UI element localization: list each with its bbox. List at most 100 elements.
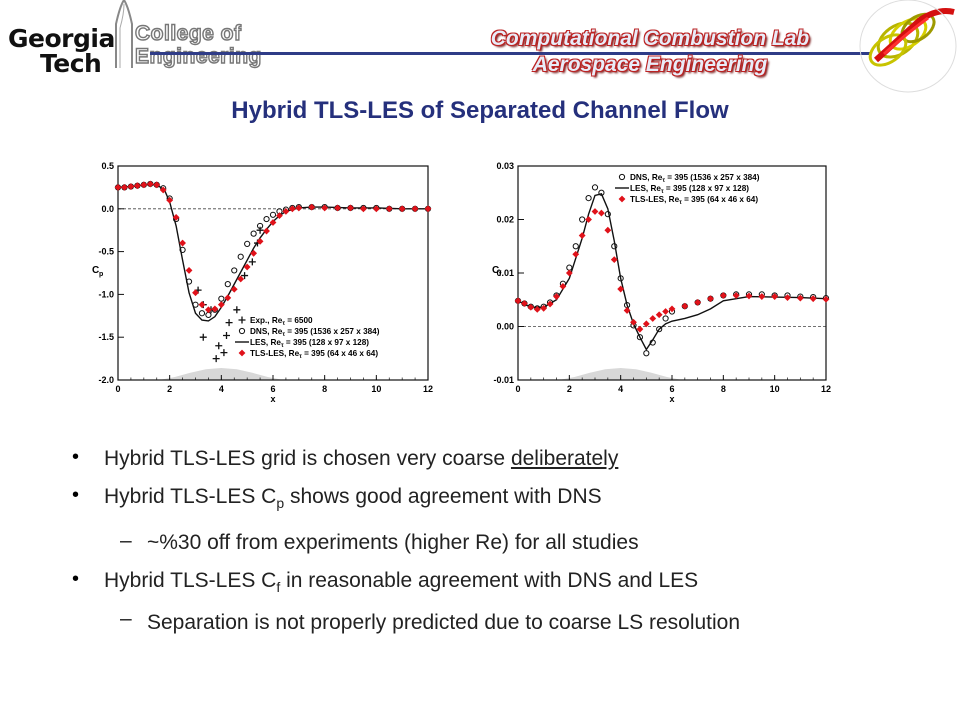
y-axis-label: C — [492, 265, 499, 276]
exp-point — [223, 331, 230, 339]
dns-point — [256, 222, 264, 230]
x-tick-label: 0 — [115, 384, 120, 394]
tls-les-point — [230, 285, 238, 293]
tls-les-point — [771, 293, 779, 300]
legend-entry: Exp., Reτ = 6500 — [250, 316, 313, 327]
tls-les-point — [263, 227, 270, 235]
department-name: Aerospace Engineering — [532, 53, 768, 76]
dns-point — [585, 195, 592, 202]
y-tick-label: 0.00 — [496, 322, 514, 332]
bullet-dot: • — [72, 484, 80, 506]
sub-bullet-separation: Separation is not properly predicted due… — [147, 611, 741, 634]
exp-point — [199, 333, 207, 341]
x-tick-label: 6 — [270, 384, 275, 394]
x-axis-label: x — [669, 394, 674, 404]
legend-subscript: τ — [679, 200, 682, 206]
bullet-dot: • — [72, 568, 80, 590]
tls-les-point — [623, 307, 631, 314]
bullet-dot: • — [72, 446, 80, 468]
college-of-engineering-logo: College of Engineering — [134, 18, 285, 70]
legend-label: TLS-LES, Re — [250, 349, 300, 358]
x-tick-label: 0 — [515, 384, 520, 394]
y-axis-label-subscript: p — [99, 271, 103, 278]
exp-point — [248, 258, 256, 266]
dns-point — [636, 334, 644, 341]
tls-les-point — [256, 237, 264, 245]
tls-les-point — [514, 297, 522, 305]
legend-label: DNS, Re — [250, 327, 283, 336]
dns-point — [591, 184, 599, 191]
sub-bullet-experiments: ~%30 off from experiments (higher Re) fo… — [147, 531, 639, 554]
legend-detail: = 395 (64 x 46 x 64) — [682, 195, 759, 204]
tls-les-point — [809, 295, 817, 303]
tls-les-point — [796, 294, 804, 302]
plot-frame — [117, 165, 429, 381]
tls-les-point — [166, 196, 174, 204]
tls-les-point — [205, 306, 212, 314]
legend-label: DNS, Re — [630, 173, 663, 182]
tls-les-point — [681, 302, 689, 310]
legend-detail: = 395 (1536 x 257 x 384) — [285, 327, 380, 336]
x-tick-label: 6 — [669, 384, 674, 394]
tls-les-point — [527, 303, 535, 311]
legend-marker — [238, 327, 246, 335]
dns-point — [566, 264, 573, 271]
dns-point — [263, 215, 270, 223]
exp-point — [220, 349, 228, 357]
tls-les-point — [540, 304, 548, 312]
bullet-text: Hybrid TLS-LES grid is chosen very coars… — [104, 447, 511, 470]
y-tick-label: 0.5 — [101, 161, 114, 171]
legend-detail: = 395 (128 x 97 x 128) — [284, 338, 370, 347]
les-line — [117, 184, 428, 322]
exp-point — [225, 319, 233, 327]
bullet-cp-agreement: Hybrid TLS-LES Cp shows good agreement w… — [104, 484, 602, 516]
tls-les-point — [250, 249, 258, 257]
bullet-text: shows good agreement with DNS — [284, 485, 602, 508]
tls-les-point — [578, 232, 586, 239]
sub-bullet-dash: – — [120, 607, 132, 630]
legend-entry: TLS-LES, Reτ = 395 (64 x 46 x 64) — [250, 349, 378, 360]
tls-les-point — [282, 207, 290, 215]
tls-les-point — [411, 205, 419, 213]
tls-les-point — [217, 301, 225, 309]
x-tick-label: 4 — [219, 384, 224, 394]
y-tick-label: -0.01 — [493, 375, 514, 385]
tls-les-point — [572, 250, 580, 258]
tls-les-point — [565, 269, 573, 277]
tls-les-point — [153, 181, 161, 189]
tls-les-point — [372, 205, 380, 213]
legend-subscript: τ — [282, 321, 285, 327]
tls-les-point — [617, 285, 625, 293]
y-tick-label: -1.5 — [98, 332, 114, 342]
legend-label: TLS-LES, Re — [630, 195, 680, 204]
legend-label: LES, Re — [250, 338, 281, 347]
tls-les-point — [114, 184, 122, 191]
tls-les-point — [146, 180, 154, 188]
tls-les-point — [630, 318, 637, 326]
tls-les-point — [295, 204, 303, 212]
bullet-coarse-grid: Hybrid TLS-LES grid is chosen very coars… — [104, 446, 618, 472]
legend-entry: TLS-LES, Reτ = 395 (64 x 46 x 64) — [630, 195, 758, 206]
tls-les-point — [533, 305, 541, 313]
tls-les-point — [719, 292, 727, 299]
dns-point — [250, 230, 257, 237]
flame-vortex-icon — [859, 0, 957, 93]
tls-les-point — [585, 216, 592, 223]
tls-les-point — [172, 213, 180, 221]
y-tick-label: -0.5 — [98, 247, 114, 257]
x-tick-label: 12 — [423, 384, 433, 394]
legend-detail: = 6500 — [285, 316, 313, 325]
tls-les-point — [334, 204, 341, 212]
y-tick-label: -2.0 — [98, 375, 114, 385]
legend-marker — [618, 173, 626, 181]
dns-point — [244, 240, 251, 247]
tls-les-point — [662, 308, 669, 315]
tls-les-point — [121, 184, 128, 191]
slide-title: Hybrid TLS-LES of Separated Channel Flow — [231, 97, 729, 124]
tls-les-point — [758, 293, 766, 300]
legend-entry: LES, Reτ = 395 (128 x 97 x 128) — [630, 184, 749, 195]
tls-les-point — [546, 300, 554, 308]
tls-les-point — [591, 208, 599, 215]
exp-point — [233, 306, 241, 314]
legend-detail: = 395 (1536 x 257 x 384) — [665, 173, 760, 182]
